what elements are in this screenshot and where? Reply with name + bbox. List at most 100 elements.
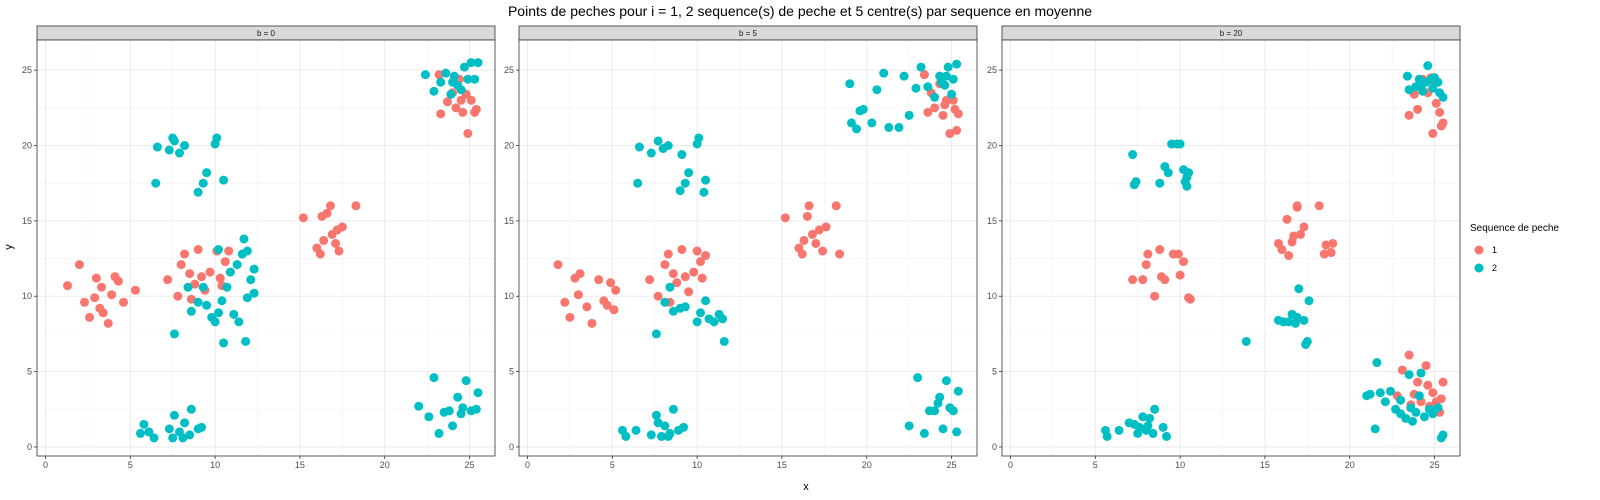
data-point	[119, 297, 129, 307]
data-point	[242, 246, 252, 256]
data-point	[1145, 413, 1155, 423]
data-point	[1150, 291, 1160, 301]
legend-label-2: 2	[1492, 263, 1497, 273]
data-point	[1428, 409, 1438, 419]
data-point	[811, 238, 821, 248]
data-point	[1158, 422, 1168, 432]
x-tick-label: 25	[947, 460, 957, 470]
data-point	[98, 308, 108, 318]
data-point	[1141, 260, 1151, 270]
data-point	[1173, 249, 1183, 259]
legend-title: Sequence de peche	[1470, 223, 1559, 234]
legend-label-1: 1	[1492, 245, 1497, 255]
data-point	[168, 133, 178, 143]
data-point	[180, 249, 190, 259]
data-point	[319, 235, 329, 245]
data-point	[646, 430, 656, 440]
data-point	[163, 275, 173, 285]
data-point	[152, 142, 162, 152]
data-point	[1428, 83, 1438, 93]
data-point	[1299, 222, 1309, 232]
data-point	[113, 276, 123, 286]
data-point	[456, 85, 466, 95]
data-point	[879, 68, 889, 78]
data-point	[675, 186, 685, 196]
data-point	[446, 89, 456, 99]
data-point	[660, 297, 670, 307]
x-tick-label: 20	[380, 460, 390, 470]
data-point	[699, 187, 709, 197]
data-point	[130, 285, 140, 295]
data-point	[611, 285, 621, 295]
data-point	[952, 125, 962, 135]
data-point	[1128, 150, 1138, 160]
data-point	[633, 178, 643, 188]
data-point	[456, 95, 466, 105]
y-tick-label: 10	[504, 291, 514, 301]
x-tick-label: 5	[610, 460, 615, 470]
data-point	[434, 428, 444, 438]
data-point	[923, 82, 933, 92]
data-point	[1163, 168, 1173, 178]
chart-title: Points de peches pour i = 1, 2 sequence(…	[508, 3, 1092, 19]
y-tick-label: 0	[509, 442, 514, 452]
data-point	[948, 406, 958, 416]
data-point	[701, 251, 711, 261]
data-point	[587, 318, 597, 328]
data-point	[234, 317, 244, 327]
data-point	[814, 225, 824, 235]
data-point	[429, 86, 439, 96]
data-point	[631, 425, 641, 435]
data-point	[684, 287, 694, 297]
facet-strip-label: b = 20	[1220, 29, 1243, 38]
data-point	[1138, 275, 1148, 285]
x-tick-label: 10	[1175, 460, 1185, 470]
data-point	[351, 201, 361, 211]
data-point	[168, 433, 178, 443]
data-point	[680, 272, 690, 282]
x-tick-label: 15	[295, 460, 305, 470]
data-point	[74, 260, 84, 270]
data-point	[807, 229, 817, 239]
data-point	[594, 275, 604, 285]
data-point	[904, 421, 914, 431]
data-point	[831, 201, 841, 211]
legend: Sequence de peche 1 2	[1470, 223, 1559, 273]
data-point	[1413, 377, 1423, 387]
y-axis-title: y	[3, 244, 15, 250]
x-axis-title: x	[803, 481, 809, 493]
data-point	[217, 296, 227, 306]
data-point	[1134, 422, 1144, 432]
data-point	[144, 427, 154, 437]
x-tick-label: 20	[862, 460, 872, 470]
data-point	[1143, 249, 1153, 259]
data-point	[923, 107, 933, 117]
data-point	[1404, 85, 1414, 95]
data-point	[575, 269, 585, 279]
data-point	[232, 260, 242, 270]
data-point	[1397, 365, 1407, 375]
data-point	[246, 275, 256, 285]
data-point	[315, 249, 325, 259]
data-point	[1404, 110, 1414, 120]
data-point	[242, 293, 252, 303]
data-point	[936, 77, 946, 87]
data-point	[178, 433, 188, 443]
data-point	[193, 297, 203, 307]
data-point	[458, 107, 468, 117]
data-point	[1179, 257, 1189, 267]
data-point	[1277, 245, 1287, 255]
data-point	[337, 222, 347, 232]
data-point	[1365, 389, 1375, 399]
data-point	[953, 386, 963, 396]
data-point	[938, 424, 948, 434]
data-point	[1282, 214, 1292, 224]
data-point	[1370, 424, 1380, 434]
data-point	[1148, 428, 1158, 438]
panel-border	[518, 39, 978, 457]
data-point	[653, 136, 663, 146]
data-point	[653, 291, 663, 301]
data-point	[1404, 350, 1414, 360]
data-point	[709, 317, 719, 327]
data-point	[219, 175, 229, 185]
